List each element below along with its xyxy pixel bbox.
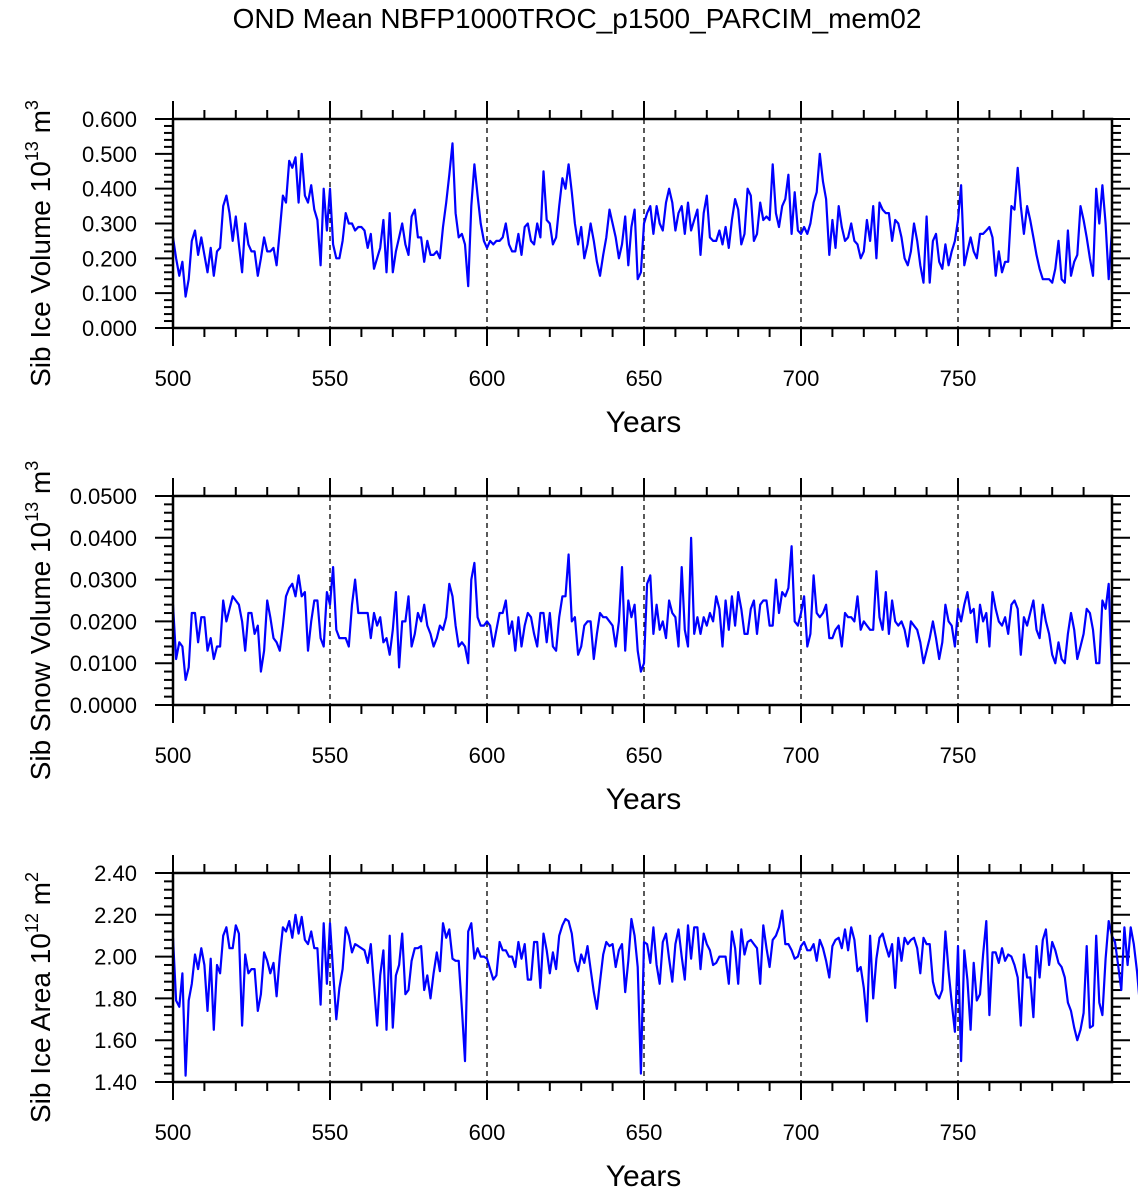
y-tick-label: 1.40: [94, 1070, 137, 1095]
y-tick-label: 0.000: [82, 316, 137, 341]
y-tick-label: 0.0300: [70, 568, 137, 593]
y-tick-label: 2.20: [94, 903, 137, 928]
y-axis-title: Sib Ice Area 1012 m2: [22, 872, 56, 1123]
data-series-line: [171, 142, 1113, 298]
x-axis-title: Years: [606, 406, 682, 439]
y-axis-title-unit-exponent: 3: [22, 461, 42, 471]
x-tick-label: 600: [469, 366, 506, 391]
x-tick-label: 750: [940, 743, 977, 768]
panel-3: 500 550 600 650 700 750 1.40 1.60 1.80 2.00 2.20 2.…: [22, 855, 1138, 1192]
y-tick-label: 0.0500: [70, 484, 137, 509]
x-tick-label: 550: [312, 1120, 349, 1145]
x-tick-label: 600: [469, 1120, 506, 1145]
y-axis-title-text: Sib Ice Volume 10: [25, 161, 56, 387]
plot-frame: [171, 117, 1114, 330]
x-axis-title: Years: [606, 1160, 682, 1192]
x-tick-label: 500: [155, 1120, 192, 1145]
y-tick-label: 0.100: [82, 281, 137, 306]
y-axis-title-unit: m: [25, 882, 56, 913]
y-tick-label: 0.0000: [70, 693, 137, 718]
x-tick-label: 650: [626, 743, 663, 768]
chart-title: OND Mean NBFP1000TROC_p1500_PARCIM_mem02: [233, 3, 922, 34]
plot-frame: [171, 494, 1114, 707]
y-tick-label: 1.60: [94, 1028, 137, 1053]
y-axis-title-unit-exponent: 3: [22, 100, 42, 110]
y-axis-title-unit: m: [25, 471, 56, 502]
y-tick-label: 0.500: [82, 142, 137, 167]
data-series-line: [171, 909, 1138, 1077]
y-tick-label: 0.600: [82, 107, 137, 132]
y-tick-label: 0.300: [82, 212, 137, 237]
y-tick-label: 2.00: [94, 945, 137, 970]
panel-1: 500 550 600 650 700 750 0.000 0.100 0.200 0.300 0.…: [22, 100, 1130, 439]
y-axis-title: Sib Ice Volume 1013 m3: [22, 100, 56, 387]
x-tick-label: 600: [469, 743, 506, 768]
y-tick-label: 0.200: [82, 246, 137, 271]
y-axis-title-exponent: 13: [22, 141, 42, 161]
x-tick-label: 750: [940, 366, 977, 391]
y-axis-title-exponent: 13: [22, 502, 42, 522]
x-tick-label: 700: [783, 1120, 820, 1145]
data-series-line: [171, 536, 1113, 682]
y-axis-title-unit-exponent: 2: [22, 872, 42, 882]
y-tick-label: 1.80: [94, 986, 137, 1011]
y-axis-title-exponent: 12: [22, 913, 42, 933]
x-tick-label: 550: [312, 743, 349, 768]
y-tick-label: 0.0200: [70, 609, 137, 634]
y-axis-title-unit: m: [25, 110, 56, 141]
x-tick-label: 700: [783, 366, 820, 391]
plot-frame: [171, 871, 1114, 1084]
y-tick-label: 0.400: [82, 177, 137, 202]
y-axis-title-text: Sib Ice Area 10: [25, 933, 56, 1123]
x-tick-label: 650: [626, 366, 663, 391]
x-tick-label: 750: [940, 1120, 977, 1145]
y-axis-title-text: Sib Snow Volume 10: [25, 522, 56, 780]
x-tick-label: 500: [155, 743, 192, 768]
x-tick-label: 700: [783, 743, 820, 768]
y-tick-label: 0.0100: [70, 651, 137, 676]
x-tick-label: 650: [626, 1120, 663, 1145]
y-tick-label: 2.40: [94, 861, 137, 886]
y-tick-label: 0.0400: [70, 526, 137, 551]
x-axis-title: Years: [606, 783, 682, 816]
x-tick-label: 500: [155, 366, 192, 391]
x-tick-label: 550: [312, 366, 349, 391]
panel-2: 500 550 600 650 700 750 0.0000 0.0100 0.0200 0.03…: [22, 461, 1130, 816]
y-axis-title: Sib Snow Volume 1013 m3: [22, 461, 56, 781]
